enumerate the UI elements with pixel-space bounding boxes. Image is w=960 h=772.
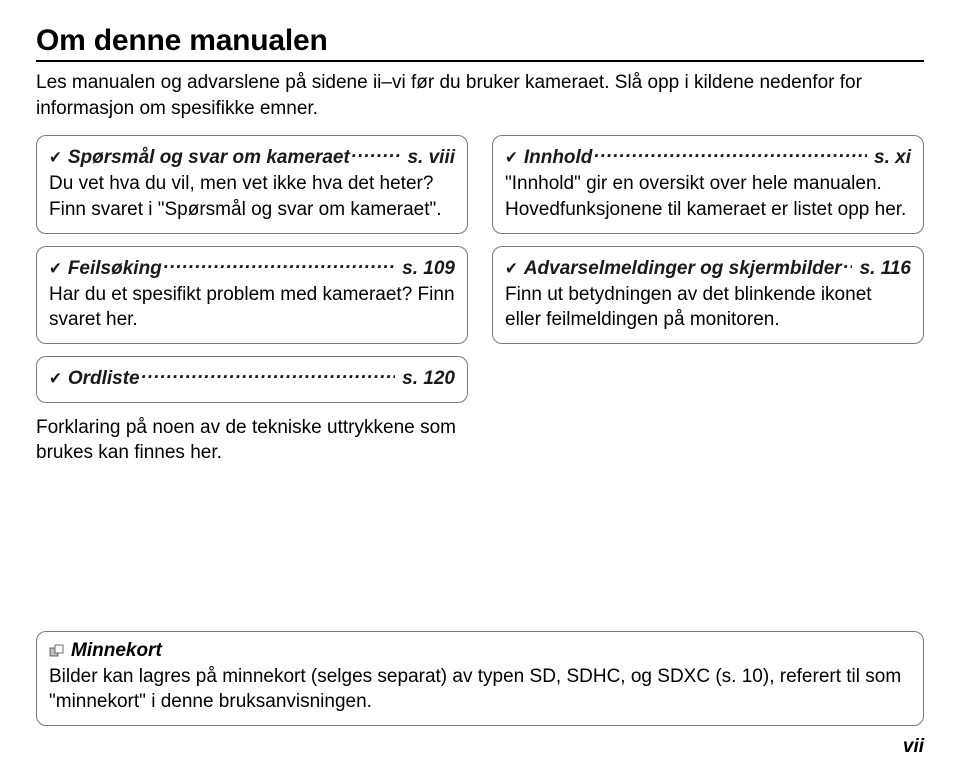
box-warn-body: Finn ut betydningen av det blinkende iko… bbox=[505, 282, 911, 333]
checkmark-icon: ✔ bbox=[49, 371, 62, 388]
leader-dots bbox=[142, 365, 395, 384]
page-ref-prefix: s. bbox=[397, 368, 423, 390]
box-qa-header: ✔ Spørsmål og svar om kameraet s. viii bbox=[49, 144, 455, 169]
box-gloss-title: Ordliste bbox=[68, 368, 140, 390]
box-qa: ✔ Spørsmål og svar om kameraet s. viii D… bbox=[36, 135, 468, 233]
checkmark-icon: ✔ bbox=[505, 261, 518, 278]
checkmark-icon: ✔ bbox=[505, 150, 518, 167]
intro-text: Les manualen og advarslene på sidene ii–… bbox=[36, 70, 924, 121]
box-warn-pageref: 116 bbox=[881, 258, 911, 280]
box-warnings: ✔ Advarselmeldinger og skjermbilder s. 1… bbox=[492, 246, 924, 344]
note-header: Minnekort bbox=[49, 640, 911, 662]
box-toc-pageref: xi bbox=[895, 147, 911, 169]
leader-dots bbox=[594, 144, 866, 163]
box-toc-title: Innhold bbox=[524, 147, 593, 169]
right-column: ✔ Innhold s. xi "Innhold" gir en oversik… bbox=[492, 135, 924, 466]
page-title: Om denne manualen bbox=[36, 24, 924, 58]
box-warn-title: Advarselmeldinger og skjermbilder bbox=[524, 258, 842, 280]
box-trouble-body: Har du et spesifikt problem med kameraet… bbox=[49, 282, 455, 333]
page-number: vii bbox=[903, 736, 924, 758]
box-warn-header: ✔ Advarselmeldinger og skjermbilder s. 1… bbox=[505, 255, 911, 280]
glossary-caption: Forklaring på noen av de tekniske uttryk… bbox=[36, 415, 456, 466]
note-memory-card: Minnekort Bilder kan lagres på minnekort… bbox=[36, 631, 924, 726]
note-body: Bilder kan lagres på minnekort (selges s… bbox=[49, 664, 911, 715]
box-qa-pageref: viii bbox=[429, 147, 455, 169]
page-ref-prefix: s. bbox=[397, 258, 423, 280]
box-toc-body: "Innhold" gir en oversikt over hele manu… bbox=[505, 171, 911, 222]
page-ref-prefix: s. bbox=[869, 147, 895, 169]
page-ref-prefix: s. bbox=[854, 258, 880, 280]
box-qa-title: Spørsmål og svar om kameraet bbox=[68, 147, 350, 169]
left-column: ✔ Spørsmål og svar om kameraet s. viii D… bbox=[36, 135, 468, 466]
box-trouble-title: Feilsøking bbox=[68, 258, 162, 280]
title-rule: Om denne manualen bbox=[36, 24, 924, 62]
box-qa-body: Du vet hva du vil, men vet ikke hva det … bbox=[49, 171, 455, 222]
manual-page: Om denne manualen Les manualen og advars… bbox=[0, 0, 960, 772]
box-glossary: ✔ Ordliste s. 120 bbox=[36, 356, 468, 403]
box-toc-header: ✔ Innhold s. xi bbox=[505, 144, 911, 169]
box-gloss-header: ✔ Ordliste s. 120 bbox=[49, 365, 455, 390]
box-toc: ✔ Innhold s. xi "Innhold" gir en oversik… bbox=[492, 135, 924, 233]
leader-dots bbox=[844, 255, 853, 274]
leader-dots bbox=[164, 255, 395, 274]
content-columns: ✔ Spørsmål og svar om kameraet s. viii D… bbox=[36, 135, 924, 466]
checkmark-icon: ✔ bbox=[49, 261, 62, 278]
note-title: Minnekort bbox=[71, 640, 162, 662]
box-gloss-pageref: 120 bbox=[423, 368, 455, 390]
checkmark-icon: ✔ bbox=[49, 150, 62, 167]
box-trouble-pageref: 109 bbox=[423, 258, 455, 280]
leader-dots bbox=[352, 144, 400, 163]
box-trouble-header: ✔ Feilsøking s. 109 bbox=[49, 255, 455, 280]
box-troubleshooting: ✔ Feilsøking s. 109 Har du et spesifikt … bbox=[36, 246, 468, 344]
page-ref-prefix: s. bbox=[402, 147, 428, 169]
squares-icon bbox=[49, 643, 65, 659]
